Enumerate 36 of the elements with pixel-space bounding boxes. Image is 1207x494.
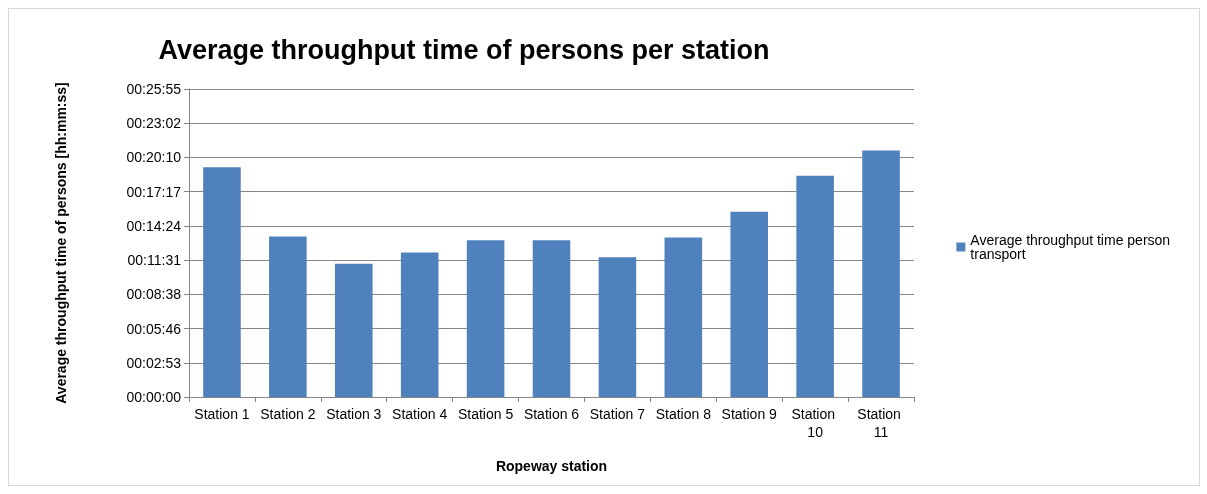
bar: [796, 175, 834, 397]
bar: [400, 252, 439, 397]
x-tick-label: Station 10: [791, 406, 839, 440]
x-tick-label: Station 4: [392, 406, 448, 422]
legend-label: Average throughput time person transport: [970, 232, 1175, 262]
y-tick-label: 00:00:00: [126, 389, 182, 405]
x-tick-label: Station 3: [326, 406, 382, 422]
bar: [862, 150, 900, 397]
x-tick-label: Station 8: [655, 406, 712, 422]
x-tick-label: Station 1: [194, 406, 250, 422]
x-tick-label: Station 5: [457, 406, 514, 422]
y-tick-label: 00:25:55: [126, 81, 182, 97]
bar: [334, 263, 373, 397]
bar: [532, 240, 571, 397]
x-tick-label: Station 6: [523, 406, 580, 422]
y-tick-label: 00:23:02: [126, 115, 182, 132]
y-tick-label: 00:08:38: [126, 286, 182, 303]
x-tick-label: Station 7: [589, 406, 646, 422]
bar: [598, 257, 637, 397]
y-tick-label: 00:17:17: [126, 183, 182, 200]
x-axis-title: Ropeway station: [495, 458, 608, 474]
y-axis-title: Average throughput time of persons [hh:mm:ss]: [53, 82, 69, 404]
y-tick-label: 00:11:31: [127, 252, 182, 269]
bar: [466, 240, 505, 397]
y-tick-label: 00:02:53: [126, 354, 182, 371]
bar: [664, 237, 703, 397]
bar: [730, 211, 769, 397]
bar: [269, 236, 307, 397]
x-tick-label: Station 2: [260, 406, 316, 422]
y-tick-label: 00:20:10: [126, 149, 182, 166]
x-tick-label: Station 9: [721, 406, 778, 422]
x-tick-label: Station 11: [857, 406, 905, 440]
bar: [203, 167, 241, 397]
y-tick-label: 00:05:46: [126, 320, 182, 337]
y-tick-label: 00:14:24: [126, 217, 182, 234]
chart-title: Average throughput time of persons per station: [158, 34, 770, 65]
